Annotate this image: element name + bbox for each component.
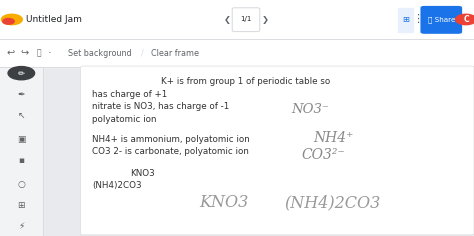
Text: ❯: ❯ (262, 15, 269, 24)
Text: ▣: ▣ (17, 135, 26, 144)
Text: 🔍: 🔍 (36, 49, 41, 58)
Bar (0, 0, 474, 39)
Text: NO3⁻: NO3⁻ (292, 103, 329, 116)
Text: ⊞: ⊞ (402, 15, 409, 24)
Text: 1/1: 1/1 (240, 17, 252, 22)
Text: ↖: ↖ (18, 111, 25, 120)
Circle shape (456, 14, 474, 25)
Text: polyatomic ion: polyatomic ion (92, 115, 157, 124)
Circle shape (3, 19, 14, 24)
Text: ✒: ✒ (18, 90, 25, 99)
Text: Untitled Jam: Untitled Jam (26, 15, 82, 24)
Text: ↪: ↪ (20, 48, 29, 58)
FancyBboxPatch shape (420, 6, 462, 34)
Text: has charge of +1: has charge of +1 (92, 90, 168, 99)
FancyBboxPatch shape (81, 66, 474, 235)
Text: Set background: Set background (68, 49, 131, 58)
Text: ⊞: ⊞ (18, 201, 25, 210)
Text: (NH4)2CO3: (NH4)2CO3 (92, 181, 142, 190)
Text: /: / (141, 49, 144, 58)
Bar (0, 39, 474, 67)
Text: CO3²⁻: CO3²⁻ (301, 148, 345, 162)
Bar (398, 8, 413, 32)
Text: ❮: ❮ (224, 15, 231, 24)
Text: C: C (463, 15, 469, 24)
Text: ⋮: ⋮ (411, 14, 423, 25)
Text: NH4⁺: NH4⁺ (313, 131, 353, 145)
Text: KNO3: KNO3 (130, 169, 155, 178)
Text: nitrate is NO3, has charge of -1: nitrate is NO3, has charge of -1 (92, 102, 230, 111)
Text: ⚡: ⚡ (18, 222, 25, 231)
Text: (NH4)2CO3: (NH4)2CO3 (284, 194, 381, 211)
Text: 🔒 Share: 🔒 Share (428, 16, 455, 23)
Text: K+ is from group 1 of periodic table so: K+ is from group 1 of periodic table so (161, 77, 330, 86)
Circle shape (8, 67, 35, 80)
Text: KNO3: KNO3 (199, 194, 248, 211)
Text: ○: ○ (18, 180, 25, 189)
FancyBboxPatch shape (232, 8, 260, 32)
Text: ·: · (48, 48, 52, 58)
Text: ↩: ↩ (6, 48, 15, 58)
Text: ✏: ✏ (18, 69, 25, 78)
Text: NH4+ is ammonium, polyatomic ion: NH4+ is ammonium, polyatomic ion (92, 135, 250, 144)
Text: CO3 2- is carbonate, polyatomic ion: CO3 2- is carbonate, polyatomic ion (92, 147, 249, 156)
Circle shape (1, 14, 22, 25)
Text: Clear frame: Clear frame (151, 49, 200, 58)
Text: ▪: ▪ (18, 156, 24, 165)
Bar (0, 67, 43, 236)
